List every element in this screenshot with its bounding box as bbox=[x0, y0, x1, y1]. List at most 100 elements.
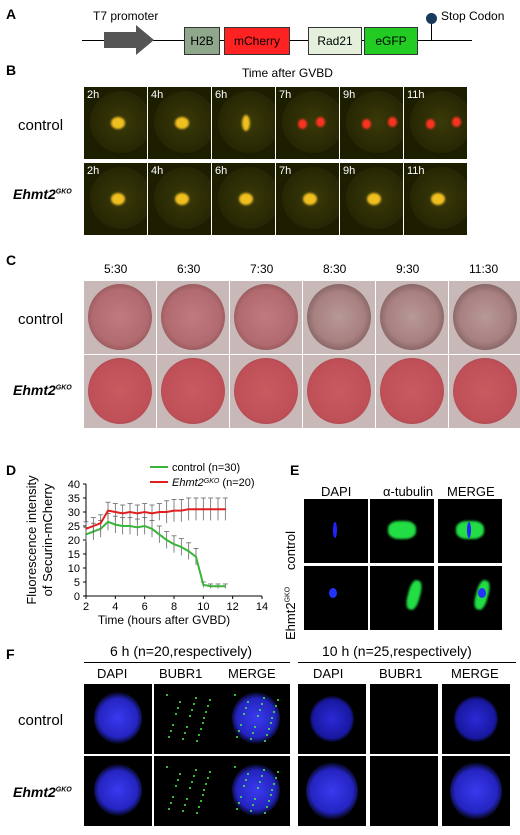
panel-f-col-header-1: BUBR1 bbox=[159, 666, 203, 681]
panel-e-cell-r0-c1 bbox=[370, 499, 434, 563]
y-tick-label: 25 bbox=[68, 521, 80, 533]
panel-e-col-dapi: DAPI bbox=[321, 484, 352, 499]
panel-c-cell-r1-c0 bbox=[84, 355, 156, 428]
panel-label-e: E bbox=[290, 462, 300, 478]
data-point-1 bbox=[209, 508, 212, 510]
panel-f-cell-r1-c1 bbox=[154, 756, 222, 826]
panel-b-time-label: 2h bbox=[87, 165, 100, 177]
panel-b-time-label: 6h bbox=[215, 89, 228, 101]
x-tick-label: 14 bbox=[256, 601, 268, 613]
data-point-1 bbox=[158, 511, 161, 513]
data-point-1 bbox=[107, 509, 109, 512]
panel-b-cell-r1-c1: 4h bbox=[148, 163, 211, 235]
panel-b-cell-r0-c4: 9h bbox=[340, 87, 403, 159]
x-axis-title: Time (hours after GVBD) bbox=[98, 613, 230, 627]
panel-c-cell-r1-c1 bbox=[157, 355, 229, 428]
panel-b-time-label: 2h bbox=[87, 89, 100, 101]
panel-b-cell-r1-c0: 2h bbox=[84, 163, 147, 235]
data-point-0 bbox=[151, 528, 153, 530]
stop-codon-label: Stop Codon bbox=[441, 9, 505, 23]
data-point-0 bbox=[143, 525, 146, 527]
data-point-1 bbox=[85, 528, 87, 530]
data-point-0 bbox=[107, 521, 109, 523]
data-point-1 bbox=[187, 508, 190, 510]
panel-b-cell-r0-c0: 2h bbox=[84, 87, 147, 159]
panel-b-title: Time after GVBD bbox=[242, 66, 333, 80]
panel-f-cell-r0-c2 bbox=[222, 684, 290, 754]
x-tick-label: 2 bbox=[83, 601, 89, 613]
data-point-1 bbox=[121, 512, 124, 515]
panel-b-time-label: 4h bbox=[151, 165, 164, 177]
panel-b-cell-r0-c3: 7h bbox=[276, 87, 339, 159]
gene-rad21: Rad21 bbox=[308, 27, 362, 55]
panel-f-group-10h-underline bbox=[298, 662, 516, 663]
y-tick-label: 30 bbox=[68, 507, 80, 519]
panel-e-col-tubulin: α-tubulin bbox=[383, 484, 434, 499]
panel-label-a: A bbox=[6, 6, 17, 22]
legend-label-1: Ehmt2GKO (n=20) bbox=[172, 477, 255, 489]
securin-line-chart: 0 5 10 15 20 25 30 35 40 2 4 6 8 10 12 14 Fluorescence i… bbox=[24, 462, 268, 627]
data-point-0 bbox=[217, 585, 219, 587]
data-point-1 bbox=[180, 509, 183, 512]
panel-b-time-label: 7h bbox=[279, 89, 292, 101]
gene-h2b: H2B bbox=[184, 27, 220, 55]
panel-f-cell-r0-c1 bbox=[154, 684, 222, 754]
panel-c-cell-r1-c3 bbox=[303, 355, 375, 428]
gene-mcherry: mCherry bbox=[224, 27, 290, 55]
panel-f-col-header-0: DAPI bbox=[97, 666, 128, 681]
panel-f-group-6h-underline bbox=[84, 662, 290, 663]
data-point-0 bbox=[129, 525, 131, 527]
panel-c-cell-r1-c2 bbox=[230, 355, 302, 428]
data-point-1 bbox=[165, 511, 168, 513]
panel-b-time-label: 4h bbox=[151, 89, 164, 101]
data-point-0 bbox=[173, 543, 175, 545]
panel-f-group-6h: 6 h (n=20,respectively) bbox=[110, 643, 253, 659]
panel-e-cell-r0-c2 bbox=[438, 499, 502, 563]
panel-f-cell-r0-c0 bbox=[84, 684, 152, 754]
panel-b-row-mutant: Ehmt2GKO bbox=[13, 186, 72, 202]
data-point-0 bbox=[136, 526, 139, 529]
data-point-0 bbox=[165, 539, 168, 541]
panel-e-cell-r0-c0 bbox=[304, 499, 368, 563]
gene-egfp: eGFP bbox=[364, 27, 418, 55]
x-tick-label: 6 bbox=[142, 601, 148, 613]
data-point-0 bbox=[187, 550, 190, 552]
panel-c-time-4: 9:30 bbox=[396, 262, 420, 276]
panel-label-d: D bbox=[6, 462, 17, 478]
promoter-arrow-icon bbox=[104, 25, 154, 55]
panel-c-cell-r1-c5 bbox=[449, 355, 520, 428]
data-point-1 bbox=[151, 512, 153, 515]
panel-e-row-control: control bbox=[283, 530, 298, 570]
panel-e-cell-r1-c1 bbox=[370, 566, 434, 630]
series-line-1 bbox=[85, 508, 226, 530]
panel-b-time-label: 11h bbox=[407, 165, 425, 177]
panel-c-cell-r0-c2 bbox=[230, 281, 302, 354]
data-point-1 bbox=[224, 508, 227, 510]
panel-b-time-label: 7h bbox=[279, 165, 292, 177]
panel-b-cell-r1-c2: 6h bbox=[212, 163, 275, 235]
y-tick-label: 15 bbox=[68, 549, 80, 561]
legend-label-0: control (n=30) bbox=[172, 462, 240, 474]
panel-f-cell-r1-c0 bbox=[84, 756, 152, 826]
y-tick-label: 40 bbox=[68, 479, 80, 491]
panel-e-cell-r1-c2 bbox=[438, 566, 502, 630]
panel-b-row-control: control bbox=[18, 117, 64, 134]
data-point-1 bbox=[143, 511, 146, 513]
data-point-1 bbox=[99, 522, 102, 524]
y-axis-title-line1: Fluorescence intensity bbox=[24, 475, 39, 605]
panel-c-cell-r0-c4 bbox=[376, 281, 448, 354]
data-point-0 bbox=[158, 533, 161, 536]
data-point-1 bbox=[217, 508, 219, 510]
data-point-0 bbox=[224, 585, 227, 587]
data-point-1 bbox=[202, 508, 205, 510]
x-tick-label: 8 bbox=[171, 601, 177, 613]
panel-b-cell-r1-c3: 7h bbox=[276, 163, 339, 235]
panel-b-time-label: 11h bbox=[407, 89, 425, 101]
y-tick-label: 5 bbox=[74, 577, 80, 589]
panel-b-time-label: 9h bbox=[343, 165, 356, 177]
data-point-1 bbox=[173, 509, 175, 512]
series-line-0 bbox=[85, 520, 226, 588]
panel-c-row-mutant: Ehmt2GKO bbox=[13, 382, 72, 398]
panel-f-cell-r0-c5 bbox=[442, 684, 510, 754]
panel-label-c: C bbox=[6, 252, 17, 268]
